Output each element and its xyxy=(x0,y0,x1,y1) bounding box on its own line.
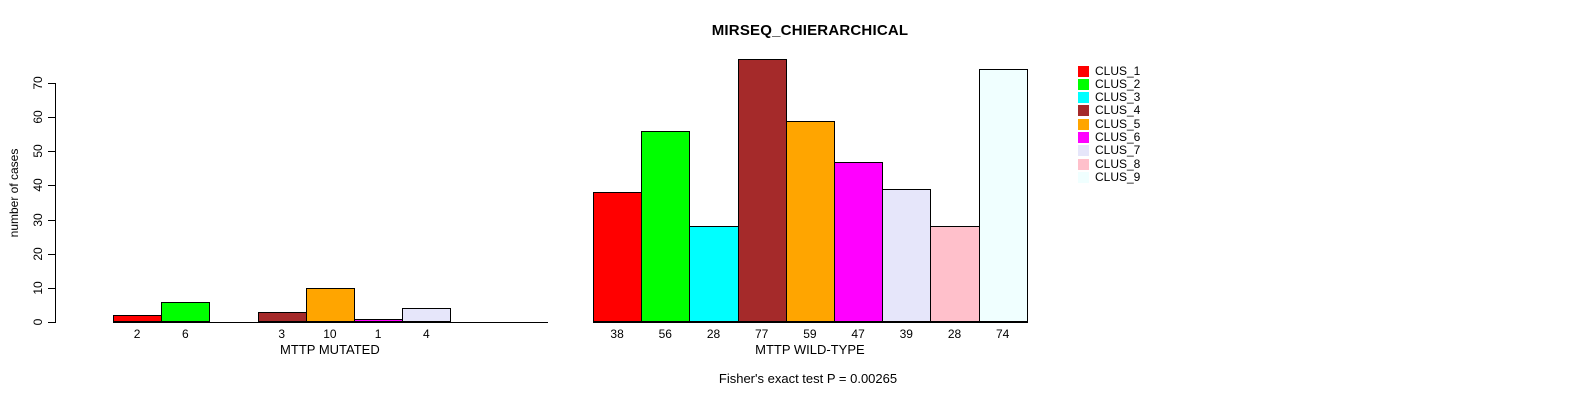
legend-item: CLUS_2 xyxy=(1078,76,1141,91)
y-tick-label: 0 xyxy=(31,318,45,326)
y-tick-label: 50 xyxy=(31,144,45,158)
legend-swatch xyxy=(1078,171,1089,183)
bar-value-label: 74 xyxy=(996,327,1010,341)
legend-item: CLUS_3 xyxy=(1078,91,1140,104)
bar-value-label: 56 xyxy=(658,327,672,341)
bar-value-label: 28 xyxy=(706,327,721,341)
legend-swatch xyxy=(1078,118,1089,130)
legend-swatch xyxy=(1078,145,1089,157)
y-tick xyxy=(48,322,55,323)
y-tick xyxy=(48,253,55,255)
bar-value-label: 3 xyxy=(278,327,286,341)
bar-value-label: 28 xyxy=(947,327,962,341)
y-tick xyxy=(48,185,55,187)
y-tick-label: 30 xyxy=(31,212,45,227)
legend-label: CLUS_9 xyxy=(1095,169,1141,184)
legend-item: CLUS_5 xyxy=(1078,116,1141,131)
bar xyxy=(737,59,787,322)
y-tick xyxy=(48,83,55,84)
bar xyxy=(593,192,643,322)
bar xyxy=(785,120,835,322)
bar xyxy=(402,308,452,322)
y-axis-line xyxy=(55,83,56,323)
legend-swatch xyxy=(1078,92,1089,104)
bar xyxy=(930,226,980,322)
bar-value-label: 2 xyxy=(133,327,141,341)
bar-value-label: 77 xyxy=(755,327,769,341)
bar xyxy=(305,287,355,322)
legend-label: CLUS_1 xyxy=(1095,63,1141,78)
legend-swatch xyxy=(1078,78,1089,90)
y-tick xyxy=(48,287,55,289)
x-baseline xyxy=(593,322,1028,323)
legend-item: CLUS_1 xyxy=(1078,63,1141,78)
legend-label: CLUS_2 xyxy=(1095,76,1141,91)
y-tick xyxy=(48,219,55,221)
y-tick-label: 70 xyxy=(31,76,45,90)
x-axis-group-label: MTTP MUTATED xyxy=(280,342,380,357)
bar xyxy=(689,226,739,322)
bar-value-label: 1 xyxy=(374,327,382,341)
bar-value-label: 38 xyxy=(610,327,624,341)
legend-swatch xyxy=(1078,158,1089,170)
bar-value-label: 47 xyxy=(851,327,865,341)
bar-value-label: 39 xyxy=(899,327,913,341)
x-axis-group-label: MTTP WILD-TYPE xyxy=(755,342,865,357)
bar-value-label: 59 xyxy=(803,327,817,341)
legend-swatch xyxy=(1078,105,1089,117)
legend-label: CLUS_6 xyxy=(1095,130,1141,144)
bar xyxy=(161,301,211,322)
legend-item: CLUS_7 xyxy=(1078,144,1140,157)
y-tick xyxy=(48,151,55,153)
legend-item: CLUS_8 xyxy=(1078,156,1141,171)
legend-label: CLUS_5 xyxy=(1095,116,1141,131)
bar xyxy=(354,318,404,322)
bar-value-label: 10 xyxy=(323,327,337,341)
bar xyxy=(257,311,307,322)
y-tick-label: 20 xyxy=(31,247,45,261)
legend-swatch xyxy=(1078,65,1089,77)
bar xyxy=(641,130,691,322)
legend-swatch xyxy=(1078,132,1089,143)
bar xyxy=(834,161,884,322)
fisher-test-annotation: Fisher's exact test P = 0.00265 xyxy=(718,371,898,386)
y-tick-label: 40 xyxy=(31,178,45,193)
legend-item: CLUS_6 xyxy=(1078,131,1140,144)
bar-value-label: 6 xyxy=(181,327,189,341)
legend-label: CLUS_7 xyxy=(1095,143,1141,158)
x-baseline xyxy=(113,322,548,323)
legend-item: CLUS_4 xyxy=(1078,104,1140,117)
bar-value-label: 4 xyxy=(422,327,430,341)
y-tick-label: 10 xyxy=(31,281,45,295)
legend-item: CLUS_9 xyxy=(1078,169,1141,184)
y-axis-title: number of cases xyxy=(7,148,21,238)
bar xyxy=(113,315,163,322)
legend-label: CLUS_4 xyxy=(1095,103,1141,118)
legend-label: CLUS_8 xyxy=(1095,156,1141,171)
legend-label: CLUS_3 xyxy=(1095,90,1141,105)
bar xyxy=(882,188,932,322)
bar xyxy=(978,69,1028,322)
chart-title: MIRSEQ_CHIERARCHICAL xyxy=(711,22,909,39)
y-tick-label: 60 xyxy=(31,110,45,124)
y-tick xyxy=(48,117,55,119)
